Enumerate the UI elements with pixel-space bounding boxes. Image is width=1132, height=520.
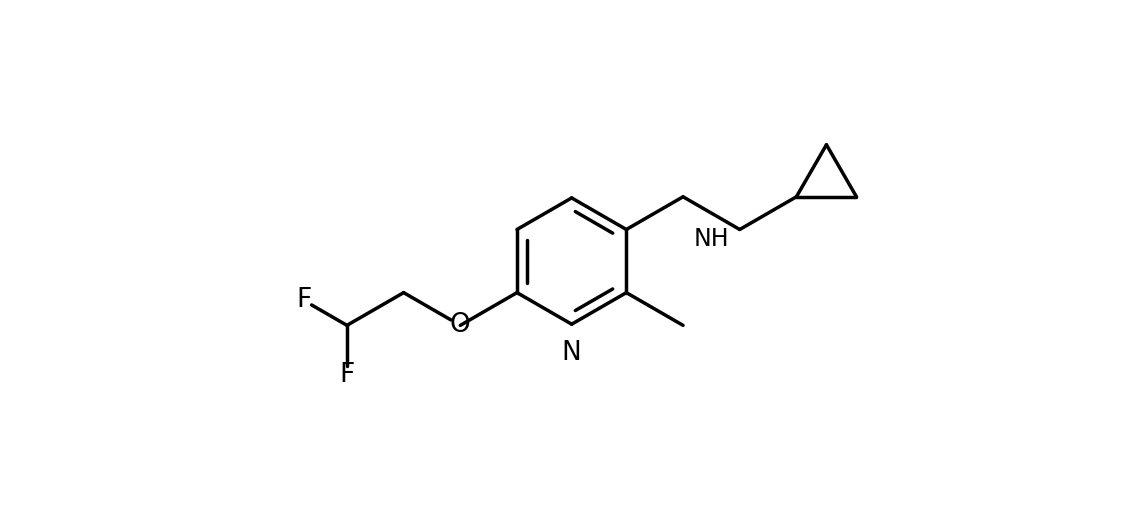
Text: F: F (295, 288, 311, 314)
Text: N: N (561, 340, 582, 366)
Text: NH: NH (694, 227, 729, 251)
Text: O: O (449, 313, 471, 339)
Text: F: F (340, 362, 354, 388)
